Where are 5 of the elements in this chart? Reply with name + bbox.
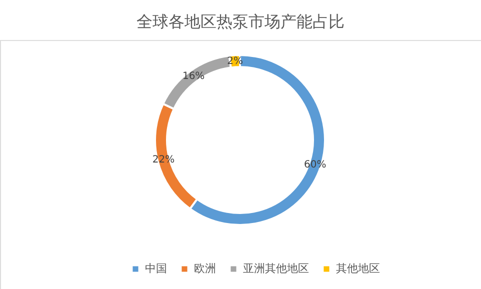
legend-label: 亚洲其他地区	[243, 262, 309, 275]
chart-title: 全球各地区热泵市场产能占比	[136, 12, 344, 31]
legend-label: 欧洲	[194, 262, 216, 275]
legend-label: 中国	[145, 262, 167, 275]
legend-label: 其他地区	[336, 262, 380, 275]
